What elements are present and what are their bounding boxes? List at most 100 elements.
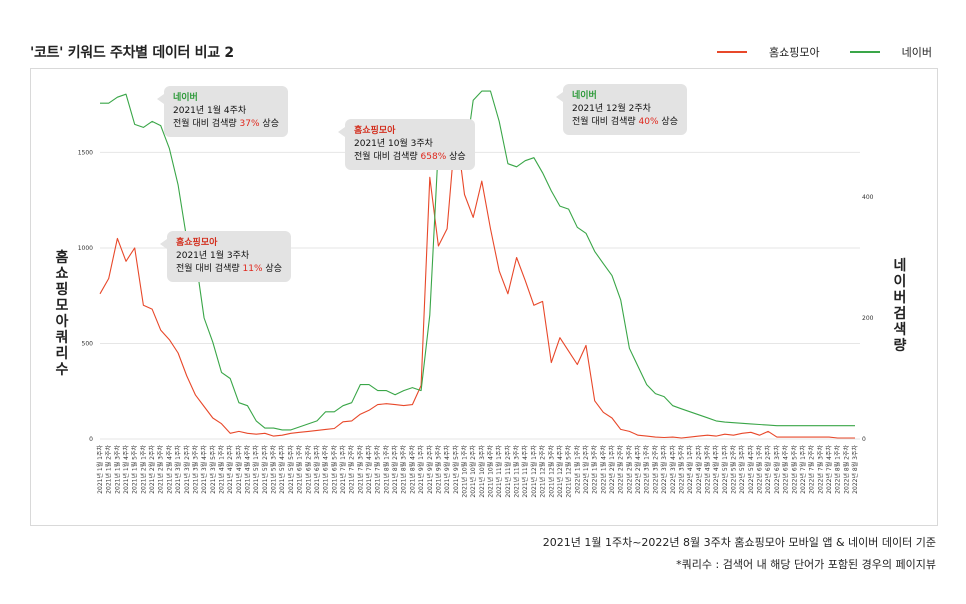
x-tick-label: 2022년 1월 3주차	[591, 445, 599, 494]
x-tick-label: 2021년 1월 1주차	[96, 445, 104, 494]
x-tick-label: 2021년 9월 5주차	[452, 445, 460, 494]
x-tick-label: 2021년 8월 3주차	[400, 445, 408, 494]
x-tick-label: 2021년 3월 1주차	[174, 445, 182, 494]
x-tick-label: 2021년 6월 4주차	[322, 445, 330, 494]
legend-item-homeshopping: 홈쇼핑모아	[717, 44, 820, 60]
x-tick-label: 2021년 8월 2주차	[391, 445, 399, 494]
x-tick-label: 2022년 5월 3주차	[738, 445, 746, 494]
legend-swatch-naver	[849, 51, 880, 53]
legend-item-naver: 네이버	[849, 44, 932, 60]
x-tick-label: 2022년 5월 2주차	[730, 445, 738, 494]
x-tick-label: 2021년 2월 1주차	[139, 445, 147, 494]
x-tick-label: 2021년 2월 3주차	[157, 445, 165, 494]
x-tick-label: 2021년 5월 1주차	[252, 445, 260, 494]
x-tick-label: 2022년 3월 2주차	[651, 445, 659, 494]
y-left-tick-label: 1500	[78, 149, 93, 156]
x-tick-label: 2022년 5월 1주차	[721, 445, 729, 494]
x-tick-label: 2022년 1월 2주차	[582, 445, 590, 494]
x-tick-label: 2022년 2월 3주차	[625, 445, 633, 494]
y-left-tick-label: 500	[82, 340, 94, 347]
x-tick-label: 2021년 3월 5주차	[209, 445, 217, 494]
x-tick-label: 2021년 10월 3주차	[478, 445, 486, 498]
x-tick-label: 2021년 9월 3주차	[434, 445, 442, 494]
x-tick-label: 2021년 8월 4주차	[408, 445, 416, 494]
callout-pct: 37%	[239, 119, 260, 129]
x-tick-label: 2022년 7월 4주차	[825, 445, 833, 494]
x-tick-label: 2021년 11월 3주차	[513, 445, 521, 498]
callout-source: 네이버	[173, 93, 198, 103]
x-tick-label: 2022년 1월 4주차	[599, 445, 607, 494]
y-right-tick-label: 400	[862, 194, 874, 201]
x-tick-label: 2021년 1월 2주차	[105, 445, 113, 494]
x-tick-label: 2022년 6월 5주차	[790, 445, 798, 494]
x-tick-label: 2021년 10월 4주차	[487, 445, 495, 498]
x-tick-label: 2022년 3월 4주차	[669, 445, 677, 494]
x-tick-label: 2021년 6월 2주차	[304, 445, 312, 494]
x-tick-label: 2021년 11월 1주차	[495, 445, 503, 498]
x-tick-label: 2022년 3월 1주차	[643, 445, 651, 494]
callout-naver-dec: 네이버 2021년 12월 2주차 전월 대비 검색량 40% 상승	[556, 84, 687, 135]
x-tick-label: 2021년 4월 2주차	[226, 445, 234, 494]
x-tick-label: 2021년 4월 3주차	[235, 445, 243, 494]
chart-legend: 홈쇼핑모아 네이버	[687, 44, 932, 60]
callout-change: 전월 대비 검색량 37% 상승	[173, 119, 279, 129]
x-tick-label: 2022년 6월 1주차	[756, 445, 764, 494]
chart-title: '코트' 키워드 주차별 데이터 비교 2	[30, 45, 234, 61]
x-tick-label: 2021년 5월 4주차	[278, 445, 286, 494]
x-tick-label: 2021년 7월 4주차	[365, 445, 373, 494]
x-tick-label: 2022년 2월 1주차	[608, 445, 616, 494]
callout-change: 전월 대비 검색량 11% 상승	[176, 264, 282, 274]
x-tick-label: 2022년 7월 2주차	[808, 445, 816, 494]
x-tick-label: 2021년 9월 4주차	[443, 445, 451, 494]
x-tick-label: 2021년 12월 3주차	[547, 445, 555, 498]
x-tick-label: 2021년 4월 4주차	[244, 445, 252, 494]
callout-homeshopping-jan: 홈쇼핑모아 2021년 1월 3주차 전월 대비 검색량 11% 상승	[160, 231, 291, 282]
callout-pct: 40%	[638, 117, 659, 127]
x-tick-label: 2021년 6월 5주차	[330, 445, 338, 494]
x-tick-label: 2021년 9월 2주차	[426, 445, 434, 494]
y-left-tick-label: 1000	[78, 245, 93, 252]
x-tick-label: 2021년 12월 4주차	[556, 445, 564, 498]
x-tick-label: 2021년 7월 2주차	[348, 445, 356, 494]
footnote-definition: *쿼리수 : 검색어 내 해당 단어가 포함된 경우의 페이지뷰	[676, 558, 936, 571]
x-tick-label: 2021년 8월 1주차	[382, 445, 390, 494]
y-right-tick-label: 200	[862, 315, 874, 322]
x-tick-label: 2022년 1월 1주차	[573, 445, 581, 494]
x-tick-label: 2021년 6월 1주차	[296, 445, 304, 494]
x-tick-label: 2022년 6월 2주차	[764, 445, 772, 494]
x-tick-label: 2021년 5월 2주차	[261, 445, 269, 494]
x-tick-label: 2022년 7월 1주차	[799, 445, 807, 494]
x-tick-label: 2022년 2월 2주차	[617, 445, 625, 494]
x-tick-label: 2021년 7월 5주차	[374, 445, 382, 494]
legend-label-naver: 네이버	[901, 46, 932, 59]
x-tick-label: 2022년 4월 4주차	[712, 445, 720, 494]
x-tick-label: 2022년 8월 3주차	[851, 445, 859, 494]
x-tick-label: 2022년 5월 4주차	[747, 445, 755, 494]
x-tick-label: 2022년 4월 1주차	[686, 445, 694, 494]
legend-swatch-homeshopping	[717, 51, 748, 53]
x-tick-label: 2022년 6월 3주차	[773, 445, 781, 494]
x-tick-label: 2021년 6월 3주차	[313, 445, 321, 494]
series-line-homeshopping	[99, 125, 855, 439]
callout-homeshopping-oct: 홈쇼핑모아 2021년 10월 3주차 전월 대비 검색량 658% 상승	[338, 119, 475, 170]
y-right-axis-label: 네이버 검색량	[893, 258, 907, 354]
callout-week: 2021년 10월 3주차	[354, 139, 433, 149]
callout-change: 전월 대비 검색량 40% 상승	[572, 117, 678, 127]
x-tick-label: 2021년 11월 4주차	[521, 445, 529, 498]
callout-pct: 11%	[242, 264, 263, 274]
callout-pct: 658%	[420, 152, 447, 162]
x-tick-label: 2021년 4월 1주차	[217, 445, 225, 494]
x-tick-label: 2021년 12월 1주차	[530, 445, 538, 498]
x-tick-label: 2022년 7월 3주차	[816, 445, 824, 494]
x-tick-label: 2021년 2월 2주차	[148, 445, 156, 494]
footnote-source: 2021년 1월 1주차~2022년 8월 3주차 홈쇼핑모아 모바일 앱 & …	[542, 536, 936, 549]
chart-frame	[30, 68, 938, 526]
y-left-tick-label: 0	[89, 436, 93, 443]
y-right-tick-label: 0	[862, 436, 866, 443]
x-tick-label: 2021년 2월 4주차	[165, 445, 173, 494]
x-tick-label: 2021년 5월 3주차	[270, 445, 278, 494]
x-tick-label: 2021년 9월 1주차	[417, 445, 425, 494]
callout-change: 전월 대비 검색량 658% 상승	[354, 152, 466, 162]
x-tick-label: 2022년 3월 3주차	[660, 445, 668, 494]
